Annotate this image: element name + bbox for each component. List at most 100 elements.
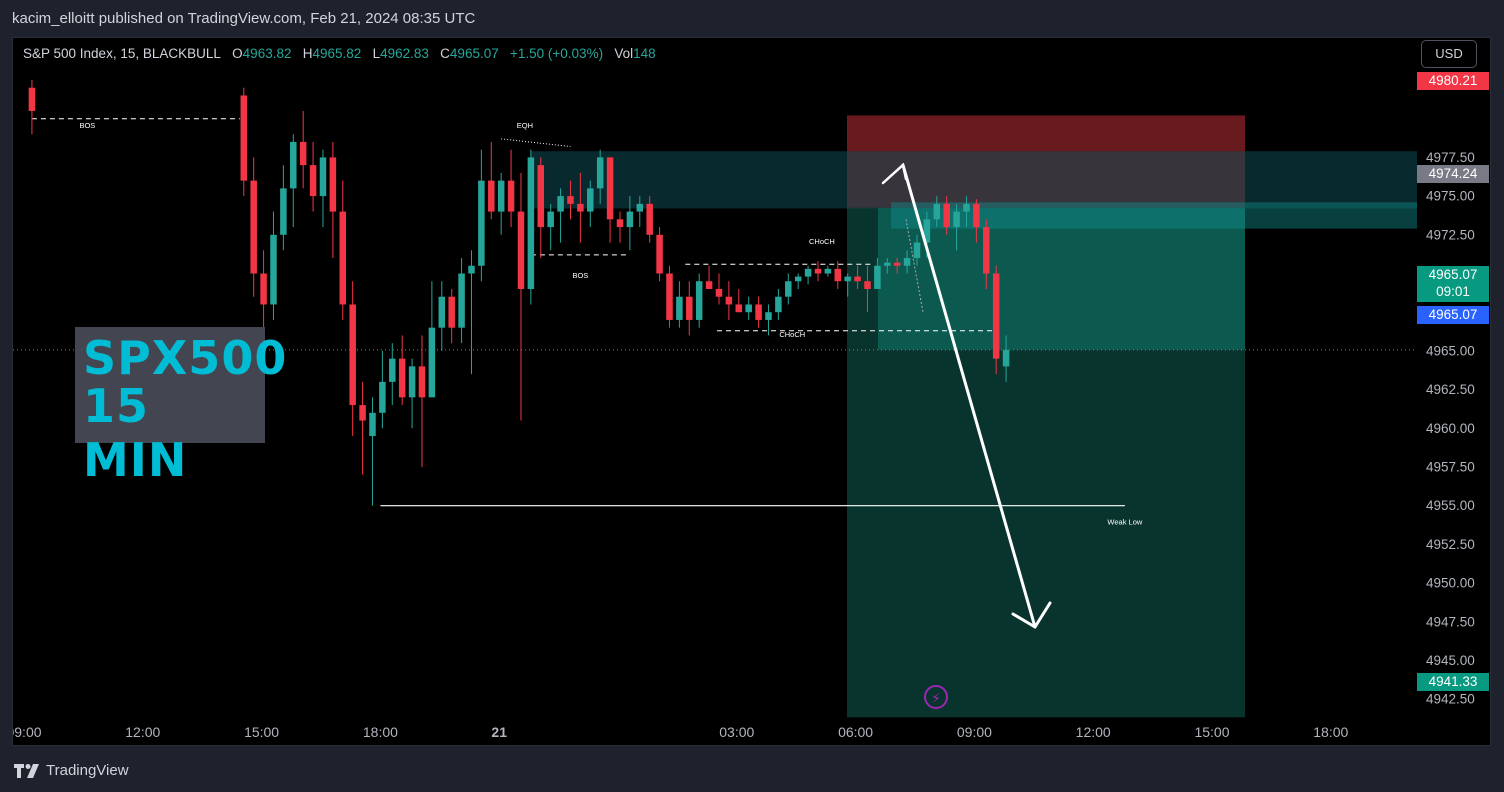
y-tick-label: 4965.00 [1426,343,1475,358]
y-tick-label: 4962.50 [1426,382,1475,397]
candle [478,149,485,282]
y-tick-label: 4960.00 [1426,421,1475,436]
candle [666,265,673,328]
supply-zone-lower [891,202,1417,229]
candle [596,149,604,204]
high-label: H [302,46,313,61]
title-overlay-line2: 15 MIN [83,379,188,487]
x-tick-label: 21 [491,724,507,740]
title-overlay-line1: SPX500 [83,331,288,385]
y-tick-label: 4942.50 [1426,692,1475,707]
candle [458,258,465,344]
publisher-line: kacim_elloitt published on TradingView.c… [12,10,476,27]
candle [646,196,653,243]
x-tick-label: 03:00 [719,724,754,740]
candle [379,350,386,429]
candle [854,265,861,289]
candle [933,196,941,228]
currency-button[interactable]: USD [1421,40,1477,68]
candle [309,141,317,212]
candle [418,335,426,467]
ohlc-legend: S&P 500 Index, 15, BLACKBULL O4963.82 H4… [23,46,656,61]
candle [270,211,277,320]
candle [1002,335,1010,382]
current-price-value: 4965.07 [1428,267,1478,282]
candle [349,281,356,437]
candle [28,80,36,135]
candle [992,265,1000,375]
candle [656,227,663,282]
y-tick-label: 4977.50 [1426,150,1475,165]
candle [755,296,762,328]
candle [389,343,396,406]
x-tick-label: 09:00 [957,724,992,740]
candle [448,288,455,344]
tradingview-footer: TradingView [14,762,129,779]
y-tick-label: 4945.00 [1426,653,1475,668]
candle [567,180,574,220]
candle [468,250,475,375]
candle [438,281,446,351]
candle [240,87,248,197]
candle [844,273,851,297]
title-overlay-box: SPX500 15 MIN [75,327,286,487]
x-tick-label: 09:00 [13,724,42,740]
candle [765,304,772,336]
candle [676,281,683,328]
candle [299,110,307,189]
y-tick-label: 4972.50 [1426,227,1475,242]
candle [280,165,287,251]
x-tick-label: 15:00 [1194,724,1229,740]
candle [616,211,624,243]
active-profit-zone [878,207,1245,350]
candle [408,358,416,429]
eqh-line [501,138,571,148]
candle [745,296,752,320]
y-tick-label: 4947.50 [1426,614,1475,629]
candle [537,157,545,259]
candle [577,172,584,243]
candle [824,265,832,277]
annotation-label: BOS [572,271,588,280]
stop-price-label: 4980.21 [1417,72,1489,90]
candle [260,250,267,328]
open-label: O [232,46,243,61]
annotation-label: BOS [79,121,95,130]
candle [785,273,792,305]
candle [398,335,406,406]
tradingview-brand: TradingView [46,762,129,779]
candle [884,258,891,274]
candlestick-chart[interactable]: BOS BOS EQH CHoCH CHoCH Weak Low 4942.50 4945.… [13,38,1491,746]
low-value: 4962.83 [380,46,429,61]
target-price-label: 4941.33 [1417,673,1489,691]
candle [893,258,901,274]
y-tick-label: 4955.00 [1426,498,1475,513]
symbol-name[interactable]: S&P 500 Index, 15, BLACKBULL [23,46,221,61]
candle [705,265,713,289]
candle [428,281,436,398]
y-tick-label: 4950.00 [1426,576,1475,591]
annotation-label: CHoCH [779,330,805,339]
candle [636,196,644,228]
y-tick-label: 4975.00 [1426,189,1475,204]
candle [517,172,525,421]
candle [547,203,554,251]
candle [775,288,782,320]
candle [715,273,723,305]
candle [626,196,634,251]
candle [943,196,950,235]
candle [903,250,911,274]
event-marker-icon [924,685,948,709]
chart-pane[interactable]: BOS BOS EQH CHoCH CHoCH Weak Low 4942.50 4945.… [12,37,1491,746]
current-price-label: 4965.07 09:01 [1417,266,1489,302]
bar-countdown: 09:01 [1436,284,1470,299]
candle [735,288,743,313]
candle [963,196,970,228]
high-value: 4965.82 [312,46,362,61]
candle [913,234,921,266]
x-tick-label: 12:00 [1076,724,1111,740]
y-tick-label: 4957.50 [1426,460,1475,475]
candle [507,149,515,228]
candle [290,134,297,228]
x-tick-label: 18:00 [1313,724,1348,740]
